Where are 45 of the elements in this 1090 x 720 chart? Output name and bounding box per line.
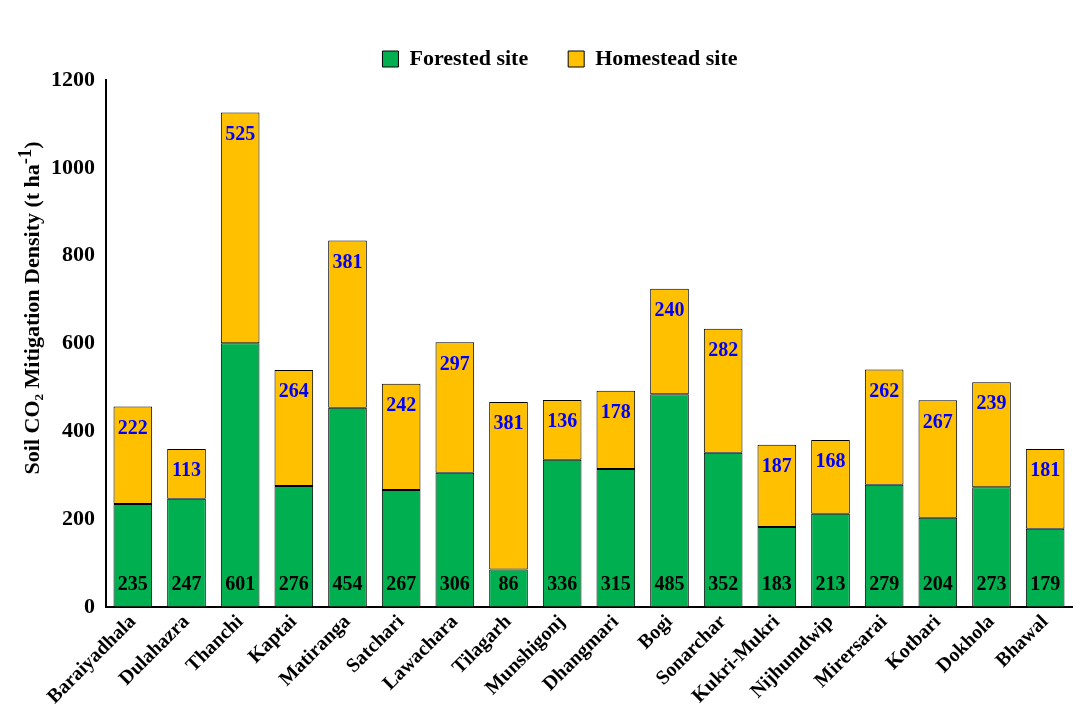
data-label: 315 bbox=[600, 572, 631, 595]
data-label: 282 bbox=[708, 337, 739, 360]
data-label: 136 bbox=[547, 409, 578, 432]
legend-label: Forested site bbox=[409, 44, 529, 70]
data-label: 525 bbox=[225, 121, 256, 144]
data-label: 485 bbox=[654, 572, 685, 595]
data-label: 86 bbox=[498, 572, 519, 595]
data-label: 239 bbox=[976, 391, 1007, 414]
data-label: 181 bbox=[1030, 458, 1061, 481]
data-label: 178 bbox=[600, 399, 631, 422]
data-label: 213 bbox=[815, 572, 846, 595]
data-label: 179 bbox=[1030, 572, 1061, 595]
data-label: 204 bbox=[922, 572, 953, 595]
y-tick-label: 1200 bbox=[51, 65, 95, 91]
data-label: 454 bbox=[332, 572, 363, 595]
data-label: 273 bbox=[976, 572, 1007, 595]
data-label: 183 bbox=[761, 572, 792, 595]
y-tick-label: 200 bbox=[62, 505, 95, 531]
data-label: 240 bbox=[654, 297, 685, 320]
data-label: 113 bbox=[172, 458, 201, 481]
data-label: 168 bbox=[815, 449, 846, 472]
data-label: 267 bbox=[922, 409, 953, 432]
y-tick-label: 600 bbox=[62, 329, 95, 355]
data-label: 352 bbox=[708, 572, 739, 595]
data-label: 247 bbox=[171, 572, 202, 595]
data-label: 336 bbox=[547, 572, 578, 595]
data-label: 262 bbox=[869, 378, 900, 401]
data-label: 601 bbox=[225, 572, 256, 595]
data-label: 381 bbox=[493, 411, 524, 434]
y-tick-label: 1000 bbox=[51, 153, 95, 179]
y-tick-label: 0 bbox=[84, 592, 95, 618]
data-label: 306 bbox=[439, 572, 470, 595]
data-label: 222 bbox=[117, 415, 148, 438]
data-label: 187 bbox=[761, 453, 792, 476]
data-label: 242 bbox=[386, 392, 417, 415]
data-label: 381 bbox=[332, 249, 363, 272]
y-tick-label: 800 bbox=[62, 241, 95, 267]
data-label: 297 bbox=[439, 351, 470, 374]
legend-label: Homestead site bbox=[595, 44, 738, 70]
data-label: 267 bbox=[386, 572, 417, 595]
data-label: 235 bbox=[117, 572, 148, 595]
data-label: 264 bbox=[278, 379, 309, 402]
data-label: 276 bbox=[278, 572, 309, 595]
y-tick-label: 400 bbox=[62, 417, 95, 443]
data-label: 279 bbox=[869, 572, 900, 595]
